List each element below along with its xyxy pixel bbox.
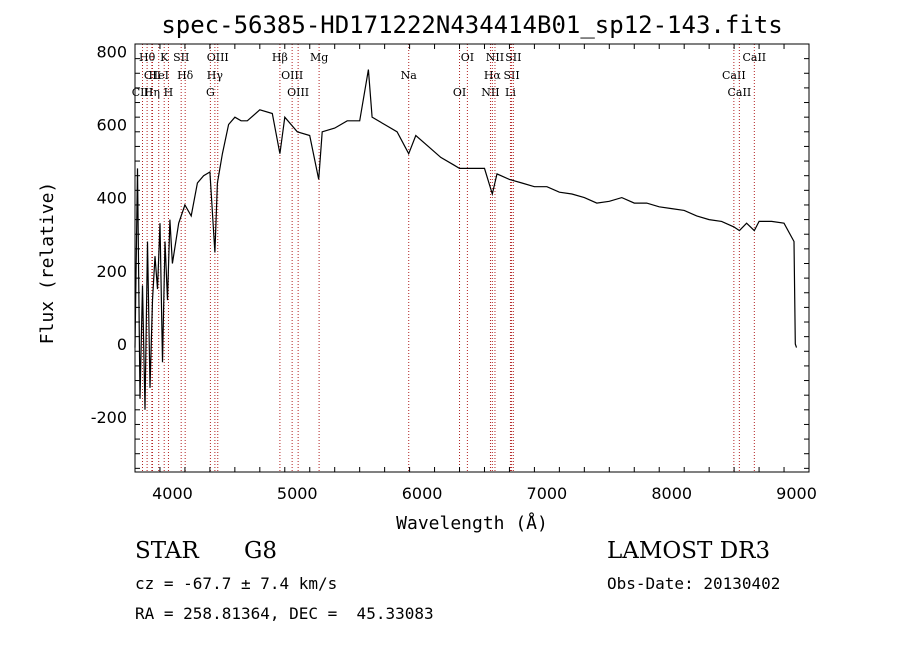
- line-marker-label: CaII: [742, 51, 766, 64]
- x-tick-label: 9000: [776, 484, 817, 503]
- y-axis-label: Flux (relative): [37, 182, 58, 345]
- x-tick-label: 5000: [277, 484, 318, 503]
- spectrum-series: [134, 69, 798, 410]
- line-marker-label: CII: [144, 69, 161, 82]
- spectral-line-markers: Hθ CII CIII K HeI Hη SII HδH OIII Hγ G Hβ OIII OIII Mg…: [132, 44, 766, 472]
- object-subclass: G8: [244, 538, 278, 564]
- redshift-cz: cz = -67.7 ± 7.4 km/s: [135, 574, 338, 593]
- line-marker-label: G: [206, 86, 215, 99]
- line-marker-label: OI: [461, 51, 474, 64]
- y-tick-label: 400: [96, 189, 127, 208]
- y-tick-label: 600: [96, 115, 127, 134]
- line-marker-label: OIII: [281, 69, 303, 82]
- y-tick-label: 0: [117, 335, 127, 354]
- line-marker-label: NII: [481, 86, 499, 99]
- y-tick-label: 800: [96, 42, 127, 61]
- axes: [134, 43, 810, 473]
- line-marker-label: Li: [505, 86, 516, 99]
- plot-frame: [134, 43, 810, 473]
- chart-title: spec-56385-HD171222N434414B01_sp12-143.f…: [161, 11, 782, 39]
- survey-name: LAMOST DR3: [607, 538, 771, 564]
- line-marker-label: CaII: [722, 69, 746, 82]
- line-marker-label: K: [160, 51, 169, 64]
- line-marker-label: H: [164, 86, 174, 99]
- axis-ticks: 4000 5000 6000 7000 8000 9000 -200 0 200 400 600 80…: [91, 42, 817, 503]
- line-marker-label: OIII: [207, 51, 229, 64]
- line-marker-label: Hα: [484, 69, 502, 82]
- x-tick-label: 6000: [402, 484, 443, 503]
- x-tick-label: 8000: [651, 484, 692, 503]
- observation-date: Obs-Date: 20130402: [607, 574, 781, 593]
- line-marker-label: NII: [486, 51, 504, 64]
- line-marker-label: SII: [505, 51, 521, 64]
- line-marker-label: HeI: [148, 69, 168, 82]
- x-tick-label: 7000: [527, 484, 568, 503]
- line-marker-label: CIII: [132, 86, 153, 99]
- line-marker-label: Hβ: [272, 51, 288, 64]
- line-marker-label: OIII: [287, 86, 309, 99]
- line-marker-label: CaII: [728, 86, 752, 99]
- spectrum-line: [134, 69, 798, 410]
- x-tick-label: 4000: [152, 484, 193, 503]
- line-marker-label: SII: [503, 69, 519, 82]
- y-tick-label: -200: [91, 408, 127, 427]
- y-tick-label: 200: [96, 262, 127, 281]
- object-class: STAR: [135, 538, 199, 564]
- line-marker-label: Hγ: [207, 69, 224, 82]
- line-marker-label: Hθ: [139, 51, 156, 64]
- x-axis-label: Wavelength (Å): [396, 512, 548, 534]
- line-marker-label: SII: [173, 51, 189, 64]
- coordinates: RA = 258.81364, DEC = 45.33083: [135, 604, 434, 623]
- line-marker-label: Hη: [144, 86, 160, 99]
- line-marker-label: OI: [453, 86, 466, 99]
- line-marker-label: Na: [401, 69, 418, 82]
- line-marker-label: Hδ: [177, 69, 194, 82]
- line-marker-label: Mg: [310, 51, 328, 64]
